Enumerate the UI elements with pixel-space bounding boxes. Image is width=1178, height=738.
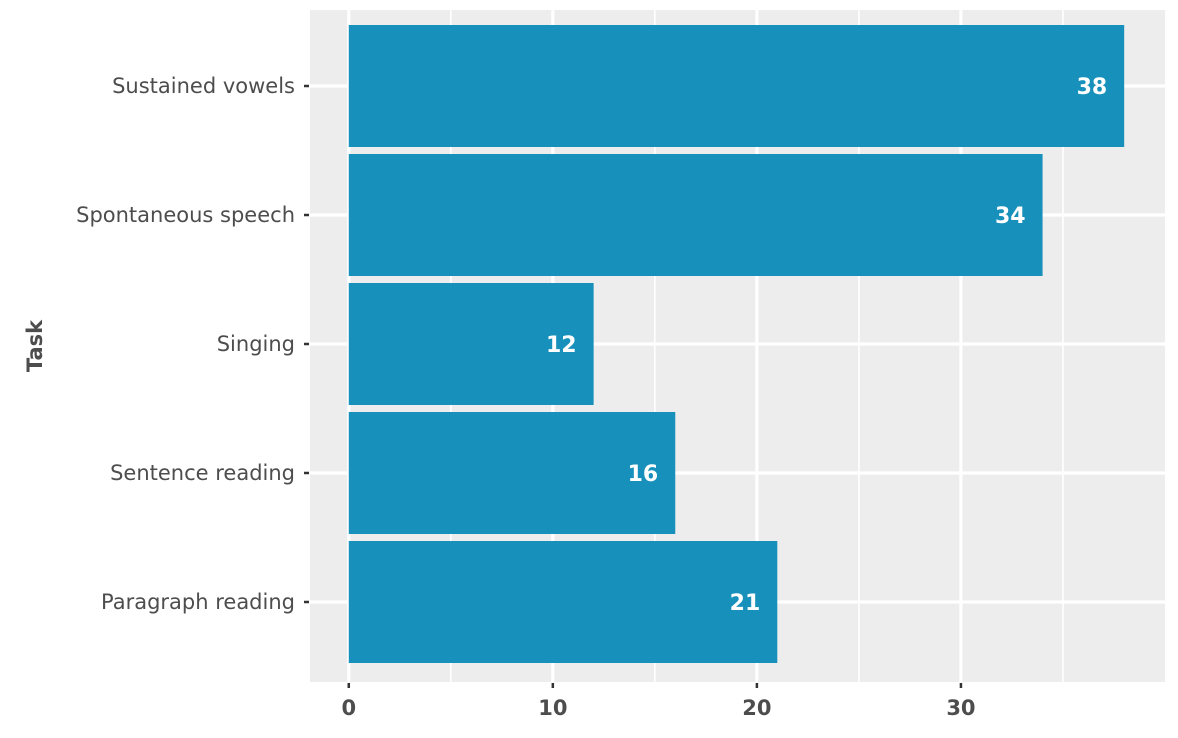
bar xyxy=(348,25,1125,147)
bar xyxy=(348,283,594,405)
x-tick-label: 0 xyxy=(341,696,356,720)
x-tick-label: 10 xyxy=(538,696,567,720)
y-tick-label: Spontaneous speech xyxy=(76,203,295,227)
bar-value-label: 21 xyxy=(730,591,761,616)
x-axis: 0 10 20 30 xyxy=(341,683,976,720)
bar-value-labels: 38 34 12 16 21 xyxy=(546,75,1107,616)
bar-value-label: 38 xyxy=(1077,75,1108,100)
bar-value-label: 12 xyxy=(546,333,577,358)
y-tick-label: Sustained vowels xyxy=(112,74,295,98)
x-tick-label: 30 xyxy=(946,696,975,720)
bar-value-label: 16 xyxy=(628,462,659,487)
bar xyxy=(348,154,1043,276)
bar-value-label: 34 xyxy=(995,204,1026,229)
y-tick-label: Sentence reading xyxy=(110,461,295,485)
x-tick-label: 20 xyxy=(742,696,771,720)
bars xyxy=(348,25,1125,663)
bar xyxy=(348,541,778,663)
y-axis: Sustained vowels Spontaneous speech Singin… xyxy=(76,74,309,614)
y-axis-title: Task xyxy=(23,319,47,372)
y-tick-label: Singing xyxy=(217,332,295,356)
bar xyxy=(348,412,676,534)
y-tick-label: Paragraph reading xyxy=(101,590,295,614)
